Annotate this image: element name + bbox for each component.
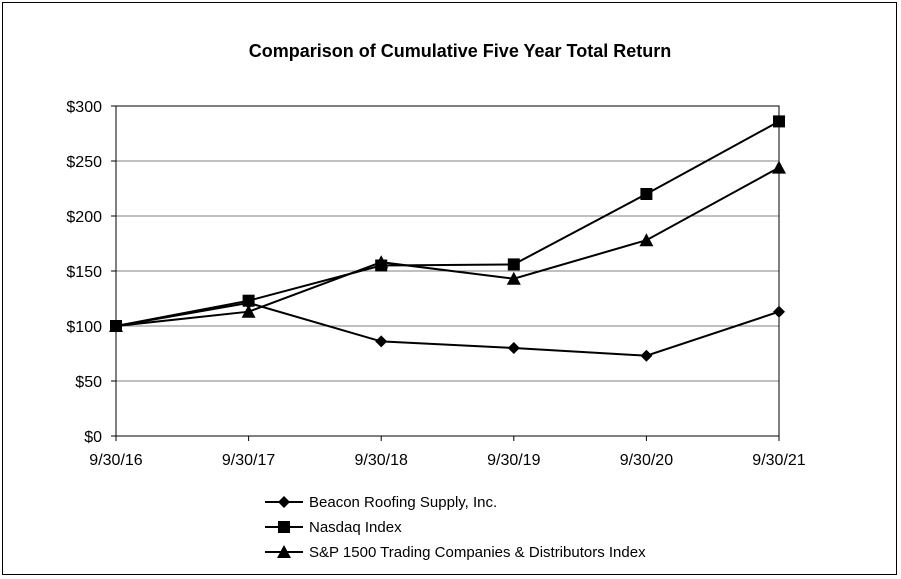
data-point-diamond [773, 305, 785, 318]
data-point-square [640, 188, 653, 200]
series-triangle [109, 160, 786, 332]
data-point-triangle [109, 319, 123, 332]
legend-item: Beacon Roofing Supply, Inc. [265, 494, 497, 511]
series-diamond [110, 296, 785, 362]
legend-item: S&P 1500 Trading Companies & Distributor… [265, 544, 646, 561]
data-point-triangle [241, 304, 256, 318]
y-tick-label: $0 [84, 429, 102, 446]
legend-item: Nasdaq Index [265, 519, 402, 536]
data-point-diamond [640, 349, 653, 362]
data-point-square [507, 258, 520, 271]
x-axis: 9/30/16 9/30/17 9/30/18 9/30/19 9/30/20 9/30/… [89, 436, 806, 469]
series-line [115, 120, 780, 327]
y-tick-label: $200 [66, 209, 102, 226]
y-axis: $0 $50 $100 $150 $200 $250 $300 [66, 99, 116, 446]
legend-marker-triangle [277, 545, 291, 558]
chart-title: Comparison of Cumulative Five Year Total… [249, 41, 671, 61]
x-tick-label: 9/30/21 [752, 452, 805, 469]
series-square [110, 115, 785, 332]
data-point-triangle [506, 271, 521, 285]
x-tick-label: 9/30/16 [89, 452, 142, 469]
legend-label: S&P 1500 Trading Companies & Distributor… [309, 544, 646, 561]
data-point-triangle [374, 255, 389, 269]
y-tick-label: $300 [66, 99, 102, 116]
data-point-diamond [375, 335, 388, 348]
data-point-triangle [772, 160, 786, 174]
y-tick-label: $250 [66, 154, 102, 171]
data-point-square [242, 294, 255, 307]
y-tick-label: $100 [66, 319, 102, 336]
legend: Beacon Roofing Supply, Inc. Nasdaq Index S… [265, 494, 646, 561]
x-tick-label: 9/30/19 [487, 452, 540, 469]
grid-lines [116, 160, 779, 382]
legend-label: Nasdaq Index [309, 519, 402, 536]
legend-marker-diamond [278, 496, 290, 508]
legend-label: Beacon Roofing Supply, Inc. [309, 494, 497, 511]
legend-marker-square [278, 521, 290, 533]
x-tick-label: 9/30/20 [620, 452, 673, 469]
data-point-diamond [507, 342, 520, 354]
series-line [115, 166, 780, 327]
data-point-triangle [639, 233, 654, 247]
series-line [115, 301, 780, 357]
x-tick-label: 9/30/18 [355, 452, 408, 469]
y-tick-label: $50 [75, 374, 102, 391]
x-tick-label: 9/30/17 [222, 452, 275, 469]
y-tick-label: $150 [66, 264, 102, 281]
data-point-square [773, 115, 785, 128]
series-group [109, 115, 786, 362]
